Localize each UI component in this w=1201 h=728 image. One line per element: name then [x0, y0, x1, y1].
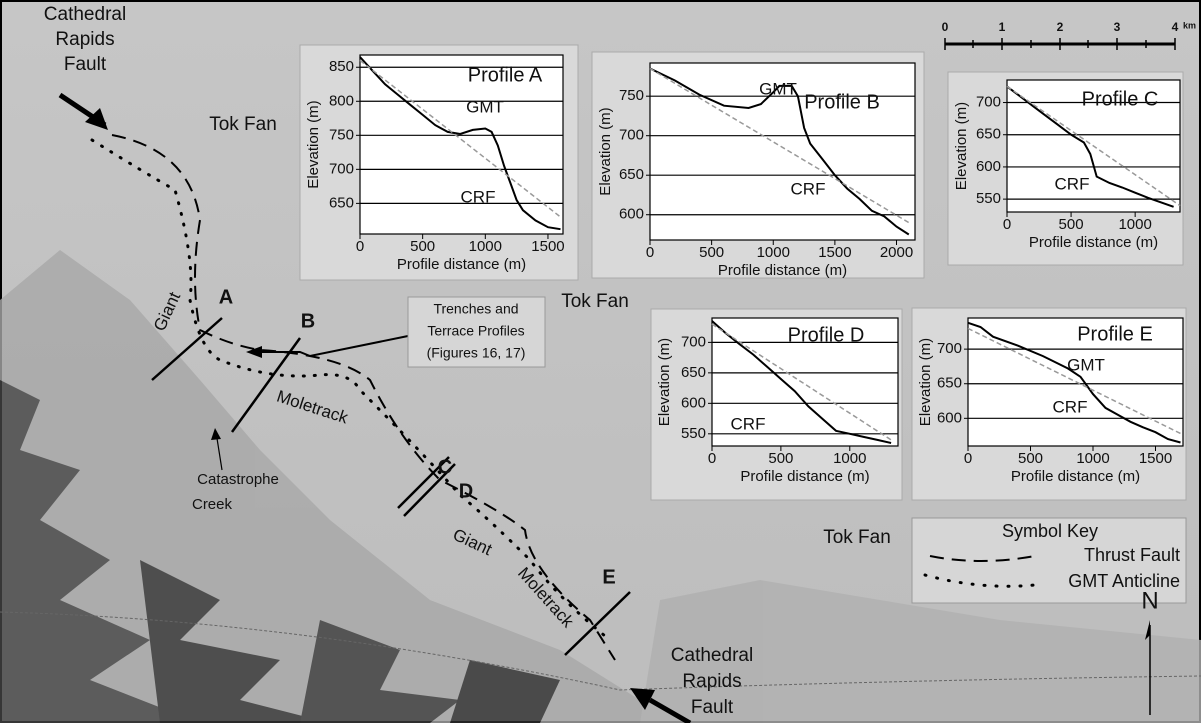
- x-tick-label: 1000: [757, 244, 790, 261]
- y-tick-label: 700: [619, 127, 644, 144]
- y-tick-label: 650: [329, 194, 354, 211]
- note-line: Trenches and: [433, 301, 518, 317]
- note-line: (Figures 16, 17): [427, 345, 526, 361]
- y-tick-label: 700: [937, 340, 962, 357]
- x-tick-label: 1500: [818, 244, 851, 261]
- y-tick-label: 750: [329, 126, 354, 143]
- y-tick-label: 700: [681, 333, 706, 350]
- fault-label: Cathedral: [671, 645, 753, 666]
- x-tick-label: 500: [1018, 450, 1043, 467]
- x-tick-label: 1500: [531, 238, 564, 255]
- fault-label: Cathedral: [44, 4, 126, 25]
- inset-title: Profile C: [1082, 88, 1159, 110]
- line-label: C: [438, 456, 452, 478]
- x-tick-label: 500: [1059, 216, 1084, 233]
- fault-label: Rapids: [682, 671, 741, 692]
- x-axis-label: Profile distance (m): [740, 468, 869, 485]
- y-tick-label: 550: [976, 190, 1001, 207]
- y-axis-label: Elevation (m): [953, 102, 970, 190]
- creek-label: Catastrophe: [197, 471, 279, 488]
- scale-tick: 2: [1057, 20, 1064, 34]
- y-tick-label: 700: [329, 160, 354, 177]
- fault-label: Fault: [691, 697, 734, 718]
- inset-title: Profile E: [1077, 323, 1153, 345]
- key-item: Thrust Fault: [1084, 545, 1180, 565]
- x-axis-label: Profile distance (m): [397, 256, 526, 273]
- annotation: CRF: [461, 187, 496, 206]
- y-axis-label: Elevation (m): [656, 338, 673, 426]
- y-tick-label: 650: [619, 166, 644, 183]
- y-tick-label: 600: [937, 409, 962, 426]
- north-label: N: [1141, 587, 1158, 614]
- trenches-note: Trenches and Terrace Profiles (Figures 1…: [408, 297, 545, 367]
- scale-tick: 4: [1172, 20, 1179, 34]
- scale-unit: km: [1183, 20, 1196, 30]
- tok-fan-label: Tok Fan: [209, 114, 277, 135]
- x-tick-label: 0: [1003, 216, 1011, 233]
- fault-label: Rapids: [55, 29, 114, 50]
- x-tick-label: 500: [410, 238, 435, 255]
- figure: Cathedral Rapids Fault Cathedral Rapids …: [0, 0, 1201, 723]
- annotation: GMT: [759, 79, 797, 98]
- scale-tick: 3: [1114, 20, 1121, 34]
- x-tick-label: 0: [646, 244, 654, 261]
- x-tick-label: 1000: [1076, 450, 1109, 467]
- inset-title: Profile D: [788, 324, 865, 346]
- annotation: GMT: [466, 97, 504, 116]
- x-axis-label: Profile distance (m): [1011, 468, 1140, 485]
- x-tick-label: 500: [699, 244, 724, 261]
- scale-tick: 0: [942, 20, 949, 34]
- fault-label: Fault: [64, 54, 107, 75]
- annotation: CRF: [1053, 397, 1088, 416]
- key-title: Symbol Key: [1002, 521, 1098, 541]
- x-tick-label: 500: [768, 450, 793, 467]
- x-tick-label: 1000: [469, 238, 502, 255]
- y-axis-label: Elevation (m): [597, 107, 614, 195]
- x-tick-label: 0: [708, 450, 716, 467]
- x-axis-label: Profile distance (m): [1029, 234, 1158, 251]
- x-tick-label: 2000: [880, 244, 913, 261]
- y-tick-label: 650: [681, 364, 706, 381]
- y-tick-label: 800: [329, 92, 354, 109]
- line-label: E: [602, 566, 615, 588]
- y-axis-label: Elevation (m): [305, 100, 322, 188]
- annotation: CRF: [1055, 174, 1090, 193]
- y-tick-label: 600: [976, 158, 1001, 175]
- scale-tick: 1: [999, 20, 1006, 34]
- x-tick-label: 1000: [833, 450, 866, 467]
- note-line: Terrace Profiles: [427, 323, 524, 339]
- x-tick-label: 1000: [1118, 216, 1151, 233]
- x-tick-label: 0: [356, 238, 364, 255]
- y-tick-label: 850: [329, 58, 354, 75]
- line-label: D: [459, 480, 473, 502]
- key-item: GMT Anticline: [1068, 571, 1180, 591]
- y-axis-label: Elevation (m): [917, 338, 934, 426]
- y-tick-label: 600: [681, 394, 706, 411]
- y-tick-label: 600: [619, 206, 644, 223]
- y-tick-label: 650: [937, 375, 962, 392]
- annotation: GMT: [1067, 355, 1105, 374]
- y-tick-label: 750: [619, 87, 644, 104]
- y-tick-label: 550: [681, 425, 706, 442]
- inset-title: Profile B: [804, 91, 880, 113]
- annotation: CRF: [791, 179, 826, 198]
- tok-fan-label: Tok Fan: [561, 291, 629, 312]
- tok-fan-label: Tok Fan: [823, 527, 891, 548]
- inset-title: Profile A: [468, 64, 543, 86]
- creek-label: Creek: [192, 496, 233, 513]
- y-tick-label: 700: [976, 94, 1001, 111]
- y-tick-label: 650: [976, 126, 1001, 143]
- x-axis-label: Profile distance (m): [718, 262, 847, 279]
- line-label: A: [219, 286, 233, 308]
- line-label: B: [301, 310, 315, 332]
- x-tick-label: 1500: [1139, 450, 1172, 467]
- annotation: CRF: [731, 414, 766, 433]
- x-tick-label: 0: [964, 450, 972, 467]
